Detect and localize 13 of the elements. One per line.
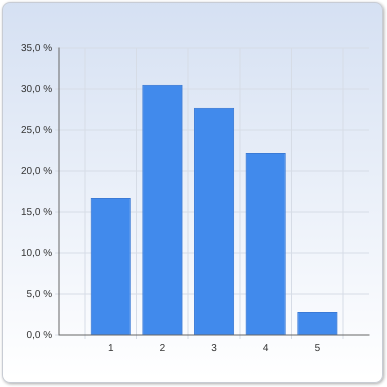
y-tick-label: 10,0 % bbox=[20, 248, 52, 259]
x-tick-label: 5 bbox=[314, 342, 321, 354]
y-tick-label: 5,0 % bbox=[26, 288, 52, 300]
y-tick-label: 25,0 % bbox=[20, 124, 52, 136]
y-tick-label: 30,0 % bbox=[20, 84, 52, 95]
y-tick-label: 0,0 % bbox=[26, 330, 52, 341]
y-tick-label: 35,0 % bbox=[20, 42, 52, 54]
x-tick-label: 2 bbox=[160, 342, 166, 354]
x-tick-label: 3 bbox=[211, 342, 218, 354]
x-tick-label: 1 bbox=[108, 342, 114, 354]
y-tick-label: 15,0 % bbox=[20, 206, 52, 218]
y-tick-label: 20,0 % bbox=[20, 166, 52, 177]
x-tick-label: 4 bbox=[262, 342, 269, 354]
